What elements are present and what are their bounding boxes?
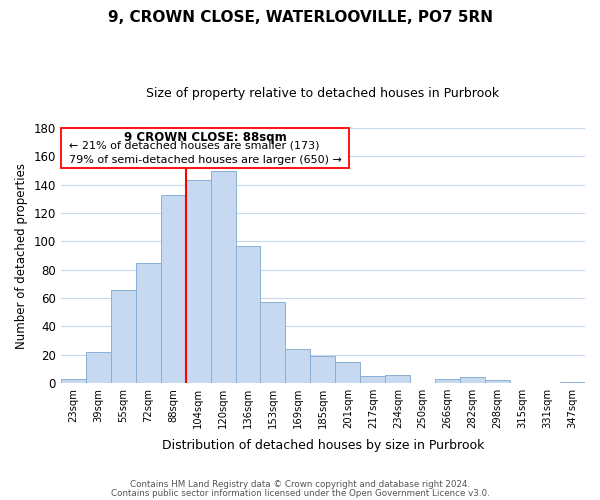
Bar bbox=[485, 380, 510, 383]
Bar bbox=[435, 379, 460, 383]
Bar bbox=[86, 352, 111, 383]
Title: Size of property relative to detached houses in Purbrook: Size of property relative to detached ho… bbox=[146, 88, 499, 101]
Bar bbox=[385, 374, 410, 383]
Bar bbox=[161, 194, 185, 383]
Y-axis label: Number of detached properties: Number of detached properties bbox=[15, 162, 28, 348]
Text: Contains HM Land Registry data © Crown copyright and database right 2024.: Contains HM Land Registry data © Crown c… bbox=[130, 480, 470, 489]
Bar bbox=[111, 290, 136, 383]
Bar bbox=[136, 262, 161, 383]
Bar bbox=[335, 362, 361, 383]
Text: ← 21% of detached houses are smaller (173): ← 21% of detached houses are smaller (17… bbox=[68, 141, 319, 151]
Bar bbox=[286, 349, 310, 383]
Bar bbox=[460, 378, 485, 383]
Bar bbox=[560, 382, 585, 383]
Text: Contains public sector information licensed under the Open Government Licence v3: Contains public sector information licen… bbox=[110, 488, 490, 498]
Bar bbox=[361, 376, 385, 383]
Bar bbox=[185, 180, 211, 383]
Bar bbox=[61, 379, 86, 383]
Bar bbox=[211, 170, 236, 383]
X-axis label: Distribution of detached houses by size in Purbrook: Distribution of detached houses by size … bbox=[162, 440, 484, 452]
Text: 9, CROWN CLOSE, WATERLOOVILLE, PO7 5RN: 9, CROWN CLOSE, WATERLOOVILLE, PO7 5RN bbox=[107, 10, 493, 25]
Bar bbox=[236, 246, 260, 383]
Text: 79% of semi-detached houses are larger (650) →: 79% of semi-detached houses are larger (… bbox=[68, 154, 341, 164]
FancyBboxPatch shape bbox=[61, 128, 349, 168]
Bar bbox=[310, 356, 335, 383]
Text: 9 CROWN CLOSE: 88sqm: 9 CROWN CLOSE: 88sqm bbox=[124, 130, 286, 143]
Bar bbox=[260, 302, 286, 383]
